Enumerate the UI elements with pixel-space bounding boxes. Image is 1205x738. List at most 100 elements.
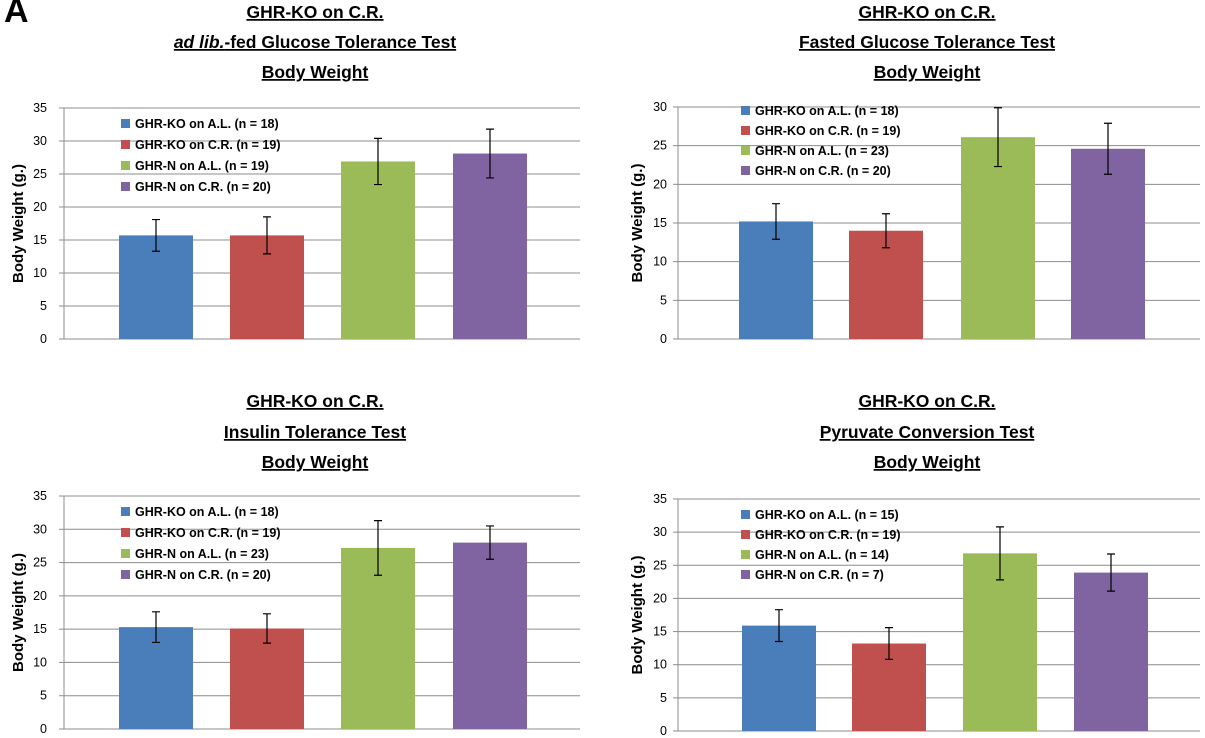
y-tick-label: 20 — [653, 591, 667, 605]
bar — [453, 542, 527, 729]
y-tick-label: 0 — [40, 722, 47, 736]
chart-title-line: GHR-KO on C.R. — [246, 391, 383, 411]
y-tick-label: 25 — [33, 556, 47, 570]
error-bar — [152, 218, 160, 252]
chart-title-line: Body Weight — [874, 62, 981, 82]
chart-title-line: GHR-KO on C.R. — [858, 2, 995, 22]
chart-title-line: Body Weight — [874, 452, 981, 472]
legend-swatch — [121, 119, 130, 128]
error-bar — [374, 137, 382, 186]
error-bar — [882, 213, 890, 249]
y-tick-label: 30 — [653, 100, 667, 114]
panel-label: A — [4, 0, 29, 30]
legend-label: GHR-N on C.R. (n = 20) — [755, 164, 891, 178]
legend-swatch — [741, 530, 750, 539]
y-tick-label: 10 — [653, 658, 667, 672]
chart-svg: GHR-KO on C.R. Insulin Tolerance Test Body… — [10, 391, 580, 736]
chart-fasted-gtt: GHR-KO on C.R. Fasted Glucose Tolerance T… — [620, 0, 1205, 372]
y-tick-label: 5 — [660, 293, 667, 307]
error-bar — [996, 526, 1004, 581]
error-bar — [772, 203, 780, 240]
y-tick-label: 15 — [33, 233, 47, 247]
bar — [1071, 148, 1145, 339]
y-tick-label: 10 — [653, 255, 667, 269]
bar — [119, 235, 193, 339]
legend-swatch — [121, 507, 130, 516]
error-bar — [775, 609, 783, 643]
y-tick-label: 30 — [33, 134, 47, 148]
y-axis-label: Body Weight (g.) — [10, 164, 27, 283]
chart-title-line: GHR-KO on C.R. — [246, 2, 383, 22]
legend-swatch — [741, 146, 750, 155]
legend-swatch — [121, 528, 130, 537]
bar — [849, 230, 923, 339]
legend-swatch — [741, 570, 750, 579]
legend-label: GHR-N on A.L. (n = 23) — [755, 144, 889, 158]
legend-swatch — [741, 166, 750, 175]
chart-title-line: Pyruvate Conversion Test — [820, 422, 1035, 442]
y-tick-label: 5 — [40, 689, 47, 703]
legend-swatch — [121, 570, 130, 579]
error-bar — [885, 626, 893, 661]
y-tick-label: 30 — [653, 525, 667, 539]
bar — [341, 547, 415, 729]
legend-label: GHR-KO on A.L. (n = 18) — [755, 104, 899, 118]
legend-label: GHR-KO on A.L. (n = 18) — [135, 505, 279, 519]
y-tick-label: 25 — [653, 558, 667, 572]
legend-swatch — [741, 126, 750, 135]
bar — [963, 553, 1037, 731]
y-tick-label: 35 — [33, 489, 47, 503]
legend-label: GHR-KO on C.R. (n = 19) — [135, 526, 281, 540]
legend-swatch — [121, 549, 130, 558]
y-tick-label: 25 — [653, 139, 667, 153]
legend-swatch — [121, 140, 130, 149]
y-tick-label: 20 — [33, 200, 47, 214]
legend-swatch — [121, 182, 130, 191]
y-tick-label: 5 — [660, 691, 667, 705]
legend-swatch — [741, 550, 750, 559]
chart-svg: GHR-KO on C.R. Fasted Glucose Tolerance T… — [629, 2, 1200, 346]
bar — [341, 161, 415, 339]
error-bar — [374, 520, 382, 576]
y-tick-label: 35 — [653, 492, 667, 506]
error-bar — [486, 128, 494, 179]
y-tick-label: 35 — [33, 101, 47, 115]
legend-label: GHR-N on A.L. (n = 23) — [135, 547, 269, 561]
y-axis-label: Body Weight (g.) — [629, 556, 646, 675]
legend-label: GHR-N on C.R. (n = 20) — [135, 180, 271, 194]
y-tick-label: 15 — [653, 625, 667, 639]
error-bar — [486, 525, 494, 560]
chart-title-line: ad lib.-fed Glucose Tolerance Test — [174, 32, 457, 52]
y-tick-label: 20 — [653, 177, 667, 191]
bar — [119, 627, 193, 729]
legend-swatch — [741, 510, 750, 519]
y-tick-label: 0 — [660, 332, 667, 346]
bar — [742, 625, 816, 731]
error-bar — [1107, 553, 1115, 592]
error-bar — [263, 216, 271, 255]
y-tick-label: 10 — [33, 266, 47, 280]
bar — [961, 137, 1035, 339]
bar — [739, 221, 813, 339]
legend-label: GHR-N on C.R. (n = 20) — [135, 568, 271, 582]
legend-label: GHR-N on C.R. (n = 7) — [755, 568, 884, 582]
y-tick-label: 15 — [33, 622, 47, 636]
error-bar — [263, 613, 271, 644]
chart-insulin-tt: GHR-KO on C.R. Insulin Tolerance Test Body… — [0, 372, 600, 738]
legend-label: GHR-KO on C.R. (n = 19) — [135, 138, 281, 152]
legend-swatch — [121, 161, 130, 170]
error-bar — [994, 107, 1002, 168]
y-tick-label: 0 — [40, 332, 47, 346]
y-axis-label: Body Weight (g.) — [10, 553, 27, 672]
chart-adlib-gtt: GHR-KO on C.R. ad lib.-fed Glucose Tolera… — [0, 0, 600, 372]
bar — [1074, 572, 1148, 731]
legend-label: GHR-KO on C.R. (n = 19) — [755, 528, 901, 542]
bar — [230, 628, 304, 729]
chart-title-line: Body Weight — [262, 452, 369, 472]
y-tick-label: 5 — [40, 299, 47, 313]
legend-label: GHR-KO on A.L. (n = 15) — [755, 508, 899, 522]
legend-label: GHR-N on A.L. (n = 19) — [135, 159, 269, 173]
y-tick-label: 30 — [33, 522, 47, 536]
chart-pyruvate-ct: GHR-KO on C.R. Pyruvate Conversion Test Bo… — [620, 372, 1205, 738]
error-bar — [1104, 122, 1112, 175]
